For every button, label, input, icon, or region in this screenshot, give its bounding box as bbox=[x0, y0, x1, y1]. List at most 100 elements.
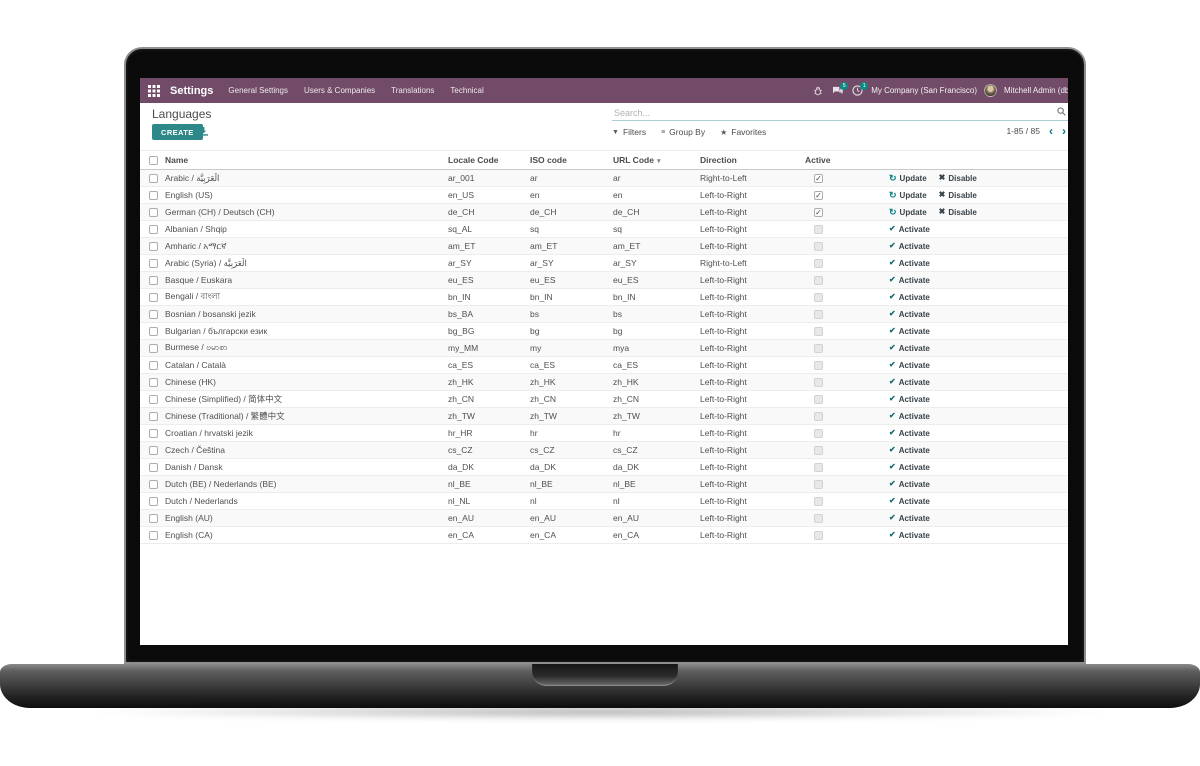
row-select-checkbox[interactable] bbox=[149, 411, 158, 421]
create-button[interactable]: CREATE bbox=[152, 124, 203, 140]
activate-button[interactable]: ✔ Activate bbox=[889, 326, 930, 336]
activate-button[interactable]: ✔ Activate bbox=[889, 445, 930, 455]
activate-button[interactable]: ✔ Activate bbox=[889, 275, 930, 285]
row-select-checkbox[interactable] bbox=[149, 292, 158, 302]
table-row[interactable]: English (CA) en_CA en_CA en_CA Left-to-R… bbox=[140, 527, 1068, 544]
row-select-checkbox[interactable] bbox=[149, 479, 158, 489]
apps-menu-icon[interactable] bbox=[148, 84, 160, 97]
activate-button[interactable]: ✔ Activate bbox=[889, 292, 930, 302]
col-header-url-code[interactable]: URL Code ▾ bbox=[613, 155, 661, 165]
col-header-active[interactable]: Active bbox=[805, 155, 831, 165]
activities-clock-icon[interactable]: 1 bbox=[851, 81, 869, 97]
table-row[interactable]: Czech / Čeština cs_CZ cs_CZ cs_CZ Left-t… bbox=[140, 442, 1068, 459]
activate-button[interactable]: ✔ Activate bbox=[889, 496, 930, 506]
row-select-checkbox[interactable] bbox=[149, 343, 158, 353]
activate-button[interactable]: ✔ Activate bbox=[889, 462, 930, 472]
row-select-checkbox[interactable] bbox=[149, 377, 158, 387]
pager-next-icon[interactable]: › bbox=[1062, 124, 1066, 138]
row-select-checkbox[interactable] bbox=[149, 207, 158, 217]
row-select-checkbox[interactable] bbox=[149, 224, 158, 234]
table-row[interactable]: Arabic (Syria) / الْعَرَبِيَّة ar_SY ar_… bbox=[140, 255, 1068, 272]
table-row[interactable]: Chinese (HK) zh_HK zh_HK zh_HK Left-to-R… bbox=[140, 374, 1068, 391]
menu-general-settings[interactable]: General Settings bbox=[228, 86, 288, 95]
menu-users-companies[interactable]: Users & Companies bbox=[304, 86, 376, 95]
activate-button[interactable]: ✔ Activate bbox=[889, 241, 930, 251]
pager-previous-icon[interactable]: ‹ bbox=[1049, 124, 1053, 138]
disable-button[interactable]: ✖ Disable bbox=[938, 190, 977, 200]
table-row[interactable]: Bulgarian / български език bg_BG bg bg L… bbox=[140, 323, 1068, 340]
activate-button[interactable]: ✔ Activate bbox=[889, 343, 930, 353]
row-select-checkbox[interactable] bbox=[149, 173, 158, 183]
table-row[interactable]: Chinese (Simplified) / 简体中文 zh_CN zh_CN … bbox=[140, 391, 1068, 408]
table-row[interactable]: English (AU) en_AU en_AU en_AU Left-to-R… bbox=[140, 510, 1068, 527]
favorites-button[interactable]: ★ Favorites bbox=[720, 127, 766, 137]
row-select-checkbox[interactable] bbox=[149, 445, 158, 455]
table-row[interactable]: Burmese / ဗမာစာ my_MM my mya Left-to-Rig… bbox=[140, 340, 1068, 357]
activate-button[interactable]: ✔ Activate bbox=[889, 428, 930, 438]
app-name[interactable]: Settings bbox=[170, 84, 214, 97]
search-icon[interactable] bbox=[1057, 107, 1066, 116]
table-row[interactable]: Dutch (BE) / Nederlands (BE) nl_BE nl_BE… bbox=[140, 476, 1068, 493]
row-select-checkbox[interactable] bbox=[149, 530, 158, 540]
activate-button[interactable]: ✔ Activate bbox=[889, 513, 930, 523]
update-button[interactable]: ↻ Update bbox=[889, 207, 927, 217]
select-all-checkbox[interactable] bbox=[149, 155, 158, 165]
col-header-iso-code[interactable]: ISO code bbox=[530, 155, 567, 165]
row-select-checkbox[interactable] bbox=[149, 462, 158, 472]
menu-translations[interactable]: Translations bbox=[391, 86, 435, 95]
table-row[interactable]: Arabic / الْعَرَبِيَّة ar_001 ar ar Righ… bbox=[140, 170, 1068, 187]
group-by-button[interactable]: ≡ Group By bbox=[661, 127, 705, 137]
row-select-checkbox[interactable] bbox=[149, 394, 158, 404]
table-body: Arabic / الْعَرَبِيَّة ar_001 ar ar Righ… bbox=[140, 170, 1068, 544]
disable-button[interactable]: ✖ Disable bbox=[938, 207, 977, 217]
disable-button[interactable]: ✖ Disable bbox=[938, 173, 977, 183]
table-row[interactable]: Bosnian / bosanski jezik bs_BA bs bs Lef… bbox=[140, 306, 1068, 323]
table-row[interactable]: English (US) en_US en en Left-to-Right ↻… bbox=[140, 187, 1068, 204]
activate-button[interactable]: ✔ Activate bbox=[889, 258, 930, 268]
table-row[interactable]: Croatian / hrvatski jezik hr_HR hr hr Le… bbox=[140, 425, 1068, 442]
activate-button[interactable]: ✔ Activate bbox=[889, 411, 930, 421]
update-button[interactable]: ↻ Update bbox=[889, 173, 927, 183]
user-avatar[interactable] bbox=[984, 84, 997, 97]
row-actions: ✔ Activate bbox=[888, 395, 1068, 404]
update-button[interactable]: ↻ Update bbox=[889, 190, 927, 200]
table-row[interactable]: Danish / Dansk da_DK da_DK da_DK Left-to… bbox=[140, 459, 1068, 476]
activate-button[interactable]: ✔ Activate bbox=[889, 377, 930, 387]
table-row[interactable]: German (CH) / Deutsch (CH) de_CH de_CH d… bbox=[140, 204, 1068, 221]
table-row[interactable]: Catalan / Català ca_ES ca_ES ca_ES Left-… bbox=[140, 357, 1068, 374]
export-download-icon[interactable] bbox=[199, 127, 208, 136]
table-row[interactable]: Basque / Euskara eu_ES eu_ES eu_ES Left-… bbox=[140, 272, 1068, 289]
table-row[interactable]: Amharic / አማርኛ am_ET am_ET am_ET Left-to… bbox=[140, 238, 1068, 255]
col-header-direction[interactable]: Direction bbox=[700, 155, 737, 165]
filters-button[interactable]: ▼ Filters bbox=[612, 127, 646, 137]
table-row[interactable]: Bengali / বাংলা bn_IN bn_IN bn_IN Left-t… bbox=[140, 289, 1068, 306]
row-select-checkbox[interactable] bbox=[149, 241, 158, 251]
activate-button[interactable]: ✔ Activate bbox=[889, 309, 930, 319]
user-menu[interactable]: Mitchell Admin (db_od bbox=[1004, 86, 1068, 95]
debug-bug-icon[interactable] bbox=[811, 85, 824, 97]
table-row[interactable]: Dutch / Nederlands nl_NL nl nl Left-to-R… bbox=[140, 493, 1068, 510]
company-switcher[interactable]: My Company (San Francisco) bbox=[871, 86, 977, 95]
row-select-checkbox[interactable] bbox=[149, 513, 158, 523]
activate-group: ✔ Activate bbox=[889, 327, 930, 336]
activate-button[interactable]: ✔ Activate bbox=[889, 479, 930, 489]
activate-button[interactable]: ✔ Activate bbox=[889, 224, 930, 234]
table-row[interactable]: Chinese (Traditional) / 繁體中文 zh_TW zh_TW… bbox=[140, 408, 1068, 425]
row-select-checkbox[interactable] bbox=[149, 190, 158, 200]
col-header-locale-code[interactable]: Locale Code bbox=[448, 155, 499, 165]
activate-button[interactable]: ✔ Activate bbox=[889, 530, 930, 540]
activate-button[interactable]: ✔ Activate bbox=[889, 360, 930, 370]
row-select-checkbox[interactable] bbox=[149, 326, 158, 336]
row-select-checkbox[interactable] bbox=[149, 428, 158, 438]
row-select-checkbox[interactable] bbox=[149, 496, 158, 506]
messages-icon[interactable]: 5 bbox=[831, 81, 849, 97]
search-input[interactable]: Search... bbox=[612, 105, 1068, 121]
menu-technical[interactable]: Technical bbox=[450, 86, 484, 95]
row-select-checkbox[interactable] bbox=[149, 275, 158, 285]
row-select-checkbox[interactable] bbox=[149, 258, 158, 268]
col-header-name[interactable]: Name bbox=[165, 155, 189, 165]
table-row[interactable]: Albanian / Shqip sq_AL sq sq Left-to-Rig… bbox=[140, 221, 1068, 238]
row-select-checkbox[interactable] bbox=[149, 360, 158, 370]
activate-button[interactable]: ✔ Activate bbox=[889, 394, 930, 404]
row-select-checkbox[interactable] bbox=[149, 309, 158, 319]
